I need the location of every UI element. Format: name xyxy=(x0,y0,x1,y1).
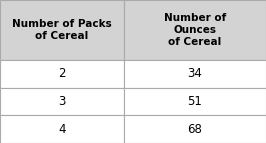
Text: 4: 4 xyxy=(58,123,66,136)
Bar xyxy=(124,88,266,115)
Bar xyxy=(0,115,124,143)
Bar xyxy=(124,115,266,143)
Text: Number of
Ounces
of Cereal: Number of Ounces of Cereal xyxy=(164,13,226,47)
Bar xyxy=(0,88,124,115)
Text: 68: 68 xyxy=(188,123,202,136)
Text: 2: 2 xyxy=(58,67,66,80)
Text: 51: 51 xyxy=(188,95,202,108)
Bar xyxy=(124,60,266,88)
Text: 34: 34 xyxy=(188,67,202,80)
Text: Number of Packs
of Cereal: Number of Packs of Cereal xyxy=(12,19,112,41)
Bar xyxy=(0,0,124,60)
Text: 3: 3 xyxy=(58,95,65,108)
Bar xyxy=(124,0,266,60)
Bar xyxy=(0,60,124,88)
